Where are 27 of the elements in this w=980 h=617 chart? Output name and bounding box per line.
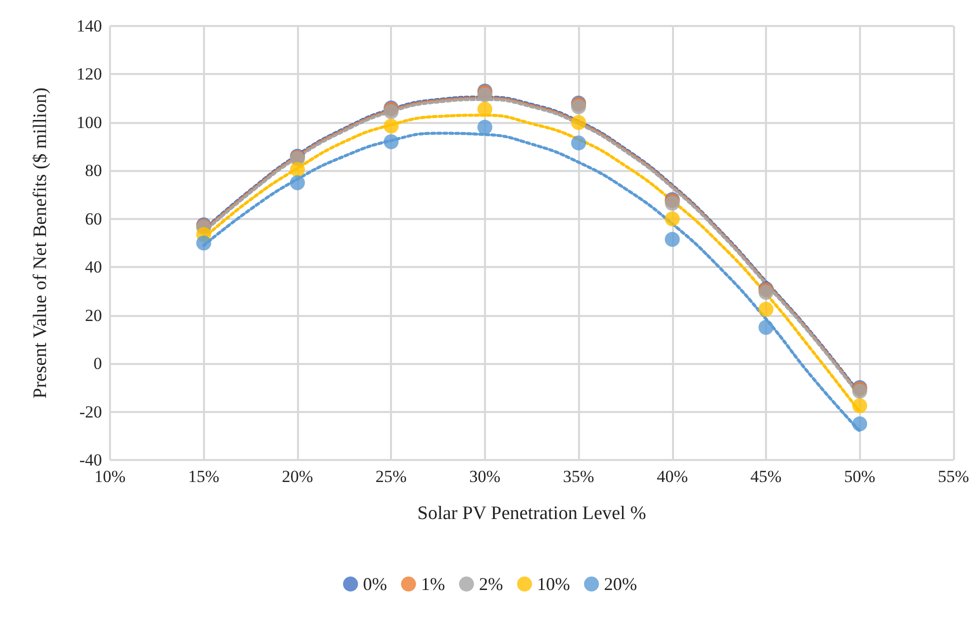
x-tick-label: 40%	[656, 467, 688, 486]
y-tick-label: 140	[76, 16, 102, 36]
x-tick-label: 35%	[562, 467, 594, 486]
x-tick-label: 30%	[469, 467, 500, 486]
x-tick-label: 15%	[188, 467, 220, 486]
x-tick-label: 10%	[94, 467, 126, 486]
y-tick-label: 0	[94, 354, 102, 374]
x-tick-label: 55%	[938, 467, 970, 486]
x-tick-label: 20%	[282, 467, 314, 486]
x-tick-label: 50%	[844, 467, 876, 486]
y-tick-label: 120	[76, 64, 102, 84]
y-tick-label: -20	[79, 402, 102, 422]
legend-label: 1%	[421, 574, 446, 594]
y-axis-title: Present Value of Net Benefits ($ million)	[30, 88, 51, 398]
x-tick-label: 45%	[750, 467, 782, 486]
legend-label: 20%	[604, 574, 637, 594]
x-tick-label: 25%	[376, 467, 407, 486]
y-tick-label: 60	[85, 209, 102, 228]
y-tick-label: 40	[85, 258, 102, 277]
x-axis-title: Solar PV Penetration Level %	[417, 503, 646, 524]
y-tick-label: 100	[76, 112, 102, 132]
legend-label: 2%	[479, 574, 504, 594]
y-tick-label: 20	[85, 306, 102, 325]
legend-label: 10%	[536, 574, 570, 594]
y-tick-label: -40	[79, 450, 102, 470]
legend-label: 0%	[363, 574, 388, 594]
y-tick-label: 80	[85, 161, 102, 180]
